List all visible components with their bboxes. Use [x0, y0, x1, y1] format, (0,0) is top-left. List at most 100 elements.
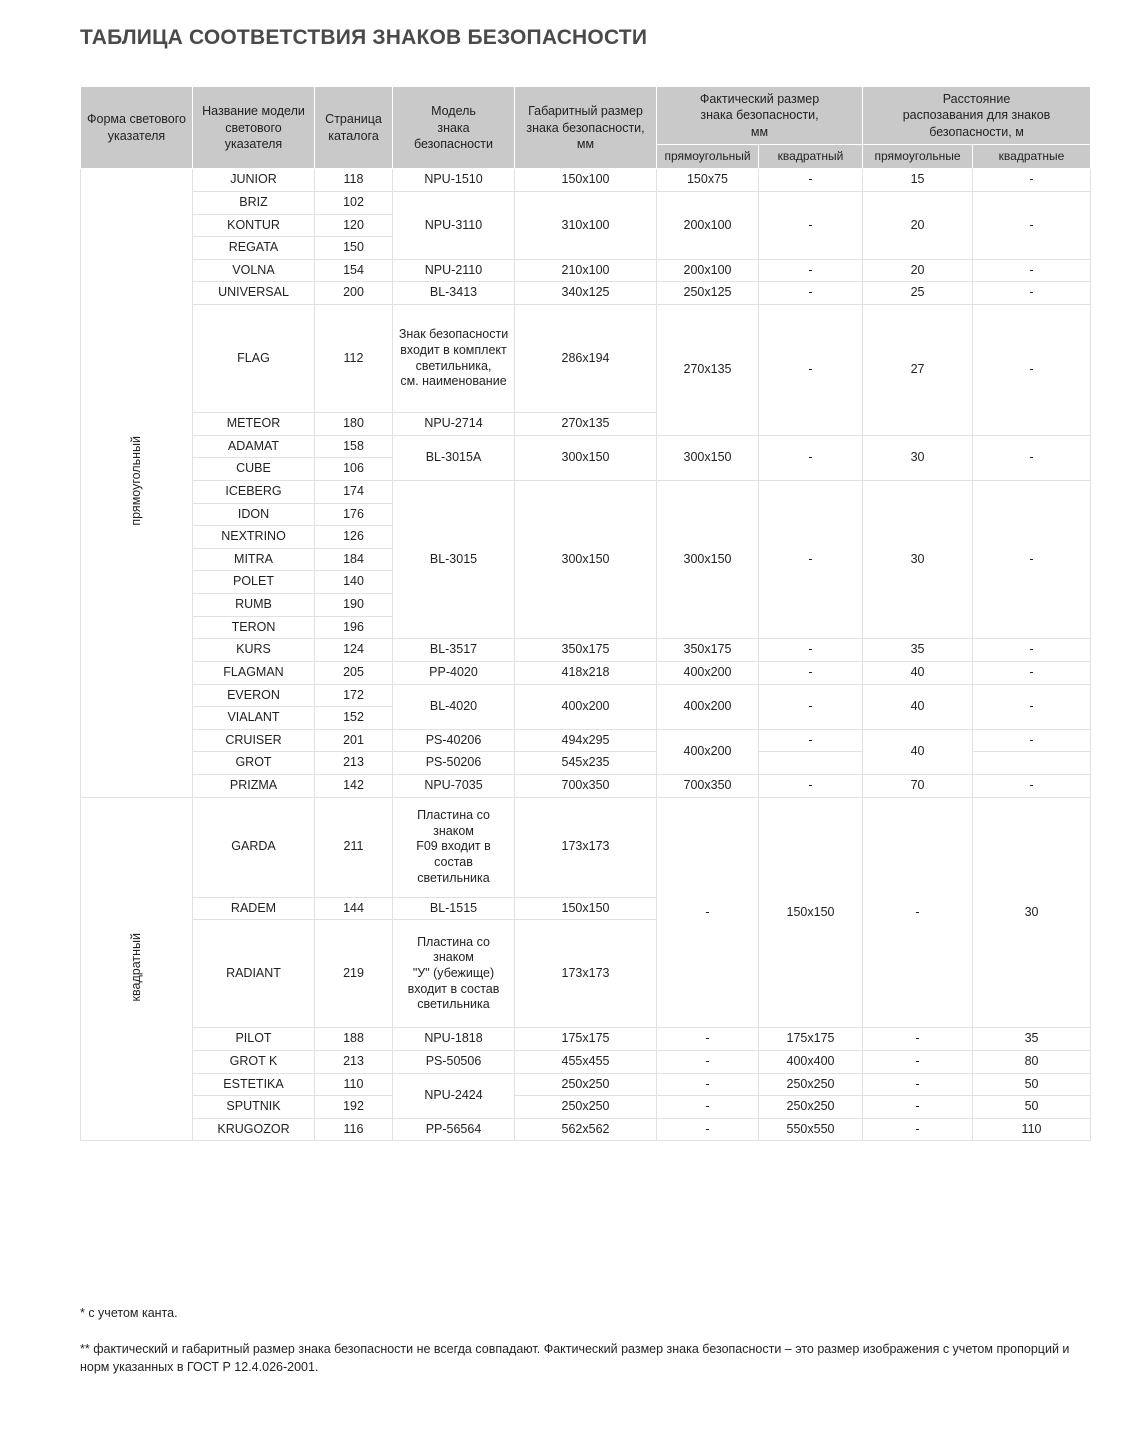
cell-overall-size: 286x194 [514, 304, 657, 414]
cell-page: 180 [314, 412, 393, 436]
cell-distance-rect: 25 [862, 281, 974, 306]
page-title: ТАБЛИЦА СООТВЕТСТВИЯ ЗНАКОВ БЕЗОПАСНОСТИ [80, 26, 648, 49]
cell-distance-square: - [972, 479, 1092, 640]
cell-actual-square: 400x400 [757, 1049, 864, 1074]
cell-sign-model: Пластина со знаком "У" (убежище) входит … [392, 919, 515, 1029]
cell-distance-square: - [972, 258, 1092, 283]
cell-model-name: ICEBERG [192, 479, 315, 504]
cell-model-name: SPUTNIK [192, 1095, 315, 1119]
cell-sign-model: PS-40206 [392, 728, 515, 753]
cell-overall-size: 175x175 [514, 1027, 657, 1051]
cell-actual-square: - [757, 774, 864, 798]
cell-distance-square: 80 [972, 1049, 1092, 1074]
table-row: ADAMAT 158 BL-3015A 300x150 300x150 - 30… [81, 434, 1092, 481]
table-row: KURS 124 BL-3517 350x175 350x175 - 35 - [81, 638, 1092, 662]
cell-sign-model: PS-50506 [392, 1049, 515, 1074]
header-page-line2: каталога [328, 128, 379, 143]
cell-actual-rect: 200x100 [656, 190, 759, 260]
cell-model-name: REGATA [192, 236, 315, 260]
group-label-square-text: квадратный [128, 932, 143, 1001]
group-label-rectangular-text: прямоугольный [128, 435, 143, 526]
header-sign-model-line1: Модель [431, 104, 476, 119]
table-row: RADEM 144 BL-1515 150x150 [81, 896, 1091, 921]
cell-overall-size: 250x250 [514, 1072, 657, 1097]
cell-page: 102 [314, 190, 393, 215]
cell-distance-square: 30 [972, 796, 1092, 1029]
cell-actual-square: - [757, 281, 864, 306]
cell-actual-square: - [757, 683, 864, 730]
cell-actual-square: - [757, 258, 864, 283]
cell-distance-rect: 40 [862, 660, 974, 685]
cell-overall-size: 350x175 [514, 638, 657, 662]
cell-page: 144 [314, 896, 393, 921]
cell-distance-square: - [972, 660, 1092, 685]
cell-page: 213 [314, 1049, 393, 1074]
cell-overall-size: 400x200 [514, 683, 657, 730]
cell-actual-rect: 300x150 [656, 434, 759, 481]
cell-sign-model: PP-4020 [392, 660, 515, 685]
cell-distance-rect: 30 [862, 479, 974, 640]
table-row: CUBE 106 [81, 457, 1091, 481]
cell-page: 174 [314, 479, 393, 504]
cell-actual-rect: - [656, 1049, 759, 1074]
cell-overall-size: 310x100 [514, 190, 657, 260]
cell-model-name: MITRA [192, 547, 315, 572]
cell-distance-square: - [972, 281, 1092, 306]
cell-distance-square: - [972, 168, 1092, 192]
cell-overall-size: 340x125 [514, 281, 657, 306]
header-model-name-line2: светового [225, 120, 282, 135]
cell-model-name: KONTUR [192, 213, 315, 238]
cell-distance-rect: - [862, 1117, 974, 1142]
cell-sign-model: NPU-2424 [392, 1072, 515, 1119]
cell-actual-square: 550x550 [757, 1117, 864, 1142]
flag-model-line3: светильника, [415, 358, 492, 373]
table-row: квадратный GARDA 211 Пластина со знаком … [80, 796, 1092, 1142]
cell-model-name: FLAGMAN [192, 660, 315, 685]
cell-page: 201 [314, 728, 393, 753]
cell-page: 116 [314, 1117, 393, 1142]
cell-sign-model: PP-56564 [392, 1117, 515, 1142]
cell-overall-size: 150x100 [514, 168, 657, 192]
cell-overall-size: 270x135 [514, 412, 657, 436]
cell-overall-size: 455x455 [514, 1049, 657, 1074]
cell-distance-rect: 15 [862, 168, 974, 192]
cell-sign-model: NPU-2714 [392, 412, 515, 436]
cell-actual-square: - [757, 434, 864, 481]
cell-actual-square: - [757, 304, 864, 436]
cell-distance-square: - [972, 728, 1092, 753]
cell-distance-square: - [972, 434, 1092, 481]
cell-model-name: TERON [192, 615, 315, 640]
cell-overall-size: 494x295 [514, 728, 657, 753]
header-sign-model: Модель знака безопасности [392, 85, 515, 170]
table-row: POLET 140 [81, 570, 1091, 595]
cell-sign-model: BL-4020 [392, 683, 515, 730]
table-row: BRIZ 102 NPU-3110 310x100 200x100 - 20 - [81, 190, 1092, 260]
cell-model-name: FLAG [192, 304, 315, 414]
header-overall-line2: знака безопасности, [526, 120, 645, 135]
cell-page: 184 [314, 547, 393, 572]
cell-model-name: KURS [192, 638, 315, 662]
cell-actual-rect: 400x200 [656, 660, 759, 685]
cell-overall-size: 173x173 [514, 796, 657, 898]
group-label-rectangular: прямоугольный [80, 168, 193, 798]
table-row: VIALANT 152 [81, 706, 1091, 730]
flag-model-line1: Знак безопасности [398, 327, 509, 342]
cell-model-name: VIALANT [192, 706, 315, 730]
cell-page: 190 [314, 593, 393, 617]
table-row: GROT K 213 PS-50506 455x455 - 400x400 - … [81, 1049, 1092, 1074]
cell-distance-rect: 40 [862, 683, 974, 730]
table-row: ICEBERG 174 BL-3015 300x150 300x150 - 30… [81, 479, 1092, 640]
header-distance: Расстояние распозавания для знаков безоп… [862, 86, 1092, 145]
cell-actual-square: 175x175 [757, 1027, 864, 1051]
cell-page: 152 [314, 706, 393, 730]
header-actual-size: Фактический размер знака безопасности, м… [655, 86, 864, 145]
header-actual-square: квадратный [757, 143, 864, 170]
table-row: SPUTNIK 192 250x250 - 250x250 - 50 [81, 1095, 1092, 1119]
cell-distance-rect: 35 [862, 638, 974, 662]
cell-sign-model: NPU-7035 [392, 774, 515, 798]
cell-actual-square: - [757, 168, 864, 192]
cell-distance-rect: - [862, 1049, 974, 1074]
cell-page: 110 [314, 1072, 393, 1097]
table-row: FLAG 112 Знак безопасности входит в комп… [81, 304, 1092, 436]
cell-distance-square: - [972, 683, 1092, 730]
